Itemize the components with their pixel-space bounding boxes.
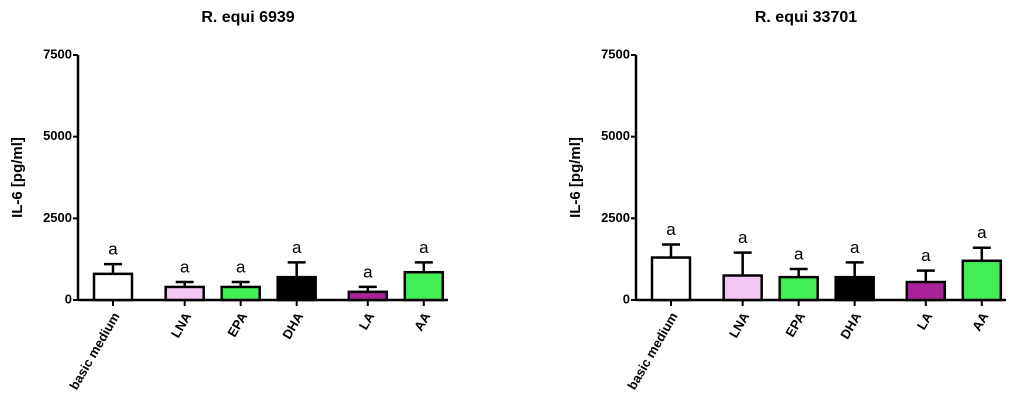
annotation: a xyxy=(794,244,804,263)
y-tick-label: 0 xyxy=(623,291,630,306)
x-tick-label: EPA xyxy=(224,309,250,339)
bar xyxy=(92,272,134,302)
bar xyxy=(220,285,261,302)
x-tick-label: basic medium xyxy=(66,310,122,393)
bar xyxy=(722,274,763,302)
bar xyxy=(347,290,389,302)
bar xyxy=(905,280,947,302)
y-tick-label: 7500 xyxy=(43,46,72,61)
x-tick-label: LNA xyxy=(168,309,195,340)
annotation: a xyxy=(180,258,190,277)
annotation: a xyxy=(236,258,246,277)
y-axis-label: IL-6 [pg/ml] xyxy=(567,137,584,218)
annotation: a xyxy=(977,223,987,242)
bar xyxy=(276,275,317,302)
annotation: a xyxy=(363,262,373,281)
x-tick-label: AA xyxy=(411,309,434,333)
x-tick-label: LNA xyxy=(726,309,753,340)
x-tick-label: LA xyxy=(356,309,378,332)
x-tick-label: LA xyxy=(914,309,936,332)
x-tick-label: DHA xyxy=(279,309,306,341)
annotation: a xyxy=(738,228,748,247)
annotation: a xyxy=(666,220,676,239)
y-tick-label: 5000 xyxy=(43,128,72,143)
y-tick-label: 2500 xyxy=(43,210,72,225)
annotation: a xyxy=(292,238,302,257)
x-tick-label: EPA xyxy=(782,309,808,339)
annotation: a xyxy=(921,246,931,265)
bar xyxy=(164,285,205,302)
bar xyxy=(834,275,875,302)
y-tick-label: 7500 xyxy=(601,46,630,61)
y-tick-label: 5000 xyxy=(601,128,630,143)
annotation: a xyxy=(108,240,118,259)
x-tick-label: basic medium xyxy=(624,310,680,393)
chart-title: R. equi 33701 xyxy=(755,9,857,26)
annotation: a xyxy=(419,238,429,257)
bar xyxy=(961,259,1003,302)
chart-title: R. equi 6939 xyxy=(201,9,294,26)
y-tick-label: 0 xyxy=(65,291,72,306)
bar xyxy=(778,275,819,302)
x-tick-label: DHA xyxy=(837,309,864,341)
x-tick-label: AA xyxy=(969,309,992,333)
bar xyxy=(403,270,445,302)
bar xyxy=(650,256,692,302)
annotation: a xyxy=(850,238,860,257)
y-tick-label: 2500 xyxy=(601,210,630,225)
y-axis-label: IL-6 [pg/ml] xyxy=(9,137,26,218)
